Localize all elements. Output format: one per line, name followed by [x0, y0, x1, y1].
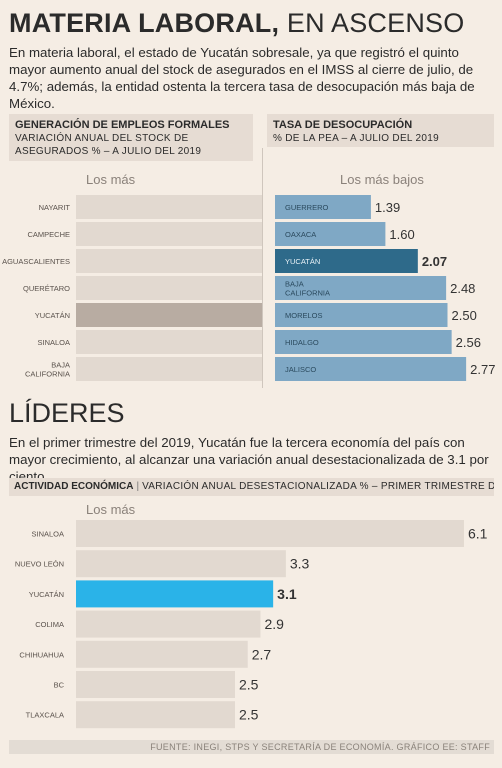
activity-header: ACTIVIDAD ECONÓMICA | VARIACIÓN ANUAL DESE…	[9, 478, 494, 496]
activity-label-sinaloa: SINALOA	[31, 530, 64, 539]
column-divider	[262, 148, 263, 388]
employment-label-campeche: CAMPECHE	[27, 230, 70, 239]
activity-value-nuevo-leon: 3.3	[290, 556, 310, 572]
unemployment-header: TASA DE DESOCUPACIÓN % DE LA PEA – A JUL…	[267, 114, 494, 147]
employment-label-aguascalientes: AGUASCALIENTES	[2, 257, 70, 266]
activity-label-colima: COLIMA	[35, 620, 64, 629]
unemployment-bar-guerrero	[275, 195, 371, 219]
activity-subtitle: VARIACIÓN ANUAL DESESTACIONALIZADA % – P…	[142, 481, 494, 492]
activity-title: ACTIVIDAD ECONÓMICA	[14, 481, 134, 492]
activity-value-yucatan: 3.1	[277, 586, 297, 602]
activity-value-bc: 2.5	[239, 677, 259, 693]
activity-chart: SINALOA 6.1 NUEVO LEÓN 3.3 YUCATÁN 3.1 COLIMA 2…	[15, 520, 488, 729]
activity-value-colima: 2.9	[264, 616, 284, 632]
unemployment-label-yucatan: YUCATÁN	[285, 257, 320, 266]
unemployment-label-oaxaca: OAXACA	[285, 230, 316, 239]
title-bold: MATERIA LABORAL,	[9, 8, 280, 38]
employment-bar-baja-california	[76, 357, 262, 381]
employment-bar-nayarit	[76, 195, 262, 219]
title-light: EN ASCENSO	[286, 8, 465, 38]
section2-intro: En el primer trimestre del 2019, Yucatán…	[9, 435, 489, 484]
unemployment-value-jalisco: 2.77	[470, 362, 495, 377]
activity-label-yucatan: YUCATÁN	[29, 590, 64, 599]
unemployment-label-hidalgo: HIDALGO	[285, 338, 319, 347]
employment-group-label: Los más	[86, 172, 136, 187]
activity-label-tlaxcala: TLAXCALA	[26, 711, 64, 720]
unemployment-value-morelos: 2.50	[452, 308, 477, 323]
activity-group-label: Los más	[86, 502, 136, 517]
activity-label-chihuahua: CHIHUAHUA	[19, 650, 64, 659]
unemployment-bar-oaxaca	[275, 222, 386, 246]
unemployment-title: TASA DE DESOCUPACIÓN	[273, 119, 413, 131]
unemployment-bar-hidalgo	[275, 330, 452, 354]
unemployment-bar-jalisco	[275, 357, 467, 381]
section2-title: LÍDERES	[9, 398, 125, 428]
employment-bar-sinaloa	[76, 330, 262, 354]
activity-separator: |	[136, 481, 140, 492]
unemployment-label-jalisco: JALISCO	[285, 365, 316, 374]
unemployment-bar-yucatan	[275, 249, 418, 273]
unemployment-label-guerrero: GUERRERO	[285, 203, 329, 212]
employment-bar-aguascalientes	[76, 249, 262, 273]
unemployment-bar-morelos	[275, 303, 448, 327]
activity-value-tlaxcala: 2.5	[239, 707, 259, 723]
employment-header: GENERACIÓN DE EMPLEOS FORMALES VARIACIÓN…	[9, 114, 253, 161]
activity-value-sinaloa: 6.1	[468, 526, 488, 542]
unemployment-bar-baja-california	[275, 276, 447, 300]
activity-bar-chihuahua	[76, 640, 248, 668]
unemployment-subtitle: % DE LA PEA – A JULIO DEL 2019	[273, 133, 439, 144]
unemployment-value-guerrero: 1.39	[375, 200, 400, 215]
activity-label-nuevo-leon: NUEVO LEÓN	[15, 560, 64, 569]
intro-text: En materia laboral, el estado de Yucatán…	[9, 45, 475, 111]
employment-chart: NAYARIT6.8CAMPECHE6.8AGUASCALIENTES6.6QU…	[2, 195, 262, 381]
activity-value-chihuahua: 2.7	[252, 646, 272, 662]
activity-bar-colima	[76, 610, 261, 638]
unemployment-label-morelos: MORELOS	[285, 311, 323, 320]
unemployment-label-baja-california: BAJA CALIFORNIA	[285, 280, 330, 298]
employment-subtitle: VARIACIÓN ANUAL DEL STOCK DE ASEGURADOS …	[15, 133, 202, 157]
employment-label-nayarit: NAYARIT	[39, 203, 71, 212]
employment-bar-queretaro	[76, 276, 262, 300]
unemployment-group-label: Los más bajos	[340, 172, 424, 187]
unemployment-value-oaxaca: 1.60	[389, 227, 414, 242]
activity-bar-nuevo-leon	[76, 550, 286, 578]
employment-bar-campeche	[76, 222, 262, 246]
page-title: MATERIA LABORAL, EN ASCENSO	[9, 6, 464, 40]
activity-bar-yucatan	[76, 580, 274, 608]
activity-bar-bc	[76, 671, 235, 698]
employment-label-yucatan: YUCATÁN	[35, 311, 70, 320]
activity-bar-tlaxcala	[76, 701, 235, 729]
employment-label-baja-california: BAJA CALIFORNIA	[25, 361, 70, 379]
employment-label-queretaro: QUERÉTARO	[23, 284, 70, 293]
unemployment-value-hidalgo: 2.56	[456, 335, 481, 350]
unemployment-value-baja-california: 2.48	[450, 281, 475, 296]
employment-bar-yucatan	[76, 303, 262, 327]
activity-label-bc: BC	[54, 681, 65, 690]
source-footer: FUENTE: INEGI, STPS Y SECRETARÍA DE ECON…	[9, 740, 494, 754]
employment-title: GENERACIÓN DE EMPLEOS FORMALES	[15, 119, 230, 131]
unemployment-value-yucatan: 2.07	[422, 254, 447, 269]
unemployment-chart: GUERRERO 1.39 OAXACA 1.60 YUCATÁN 2.07 BAJA CAL…	[275, 195, 495, 381]
employment-label-sinaloa: SINALOA	[37, 338, 70, 347]
activity-bar-sinaloa	[76, 520, 464, 547]
